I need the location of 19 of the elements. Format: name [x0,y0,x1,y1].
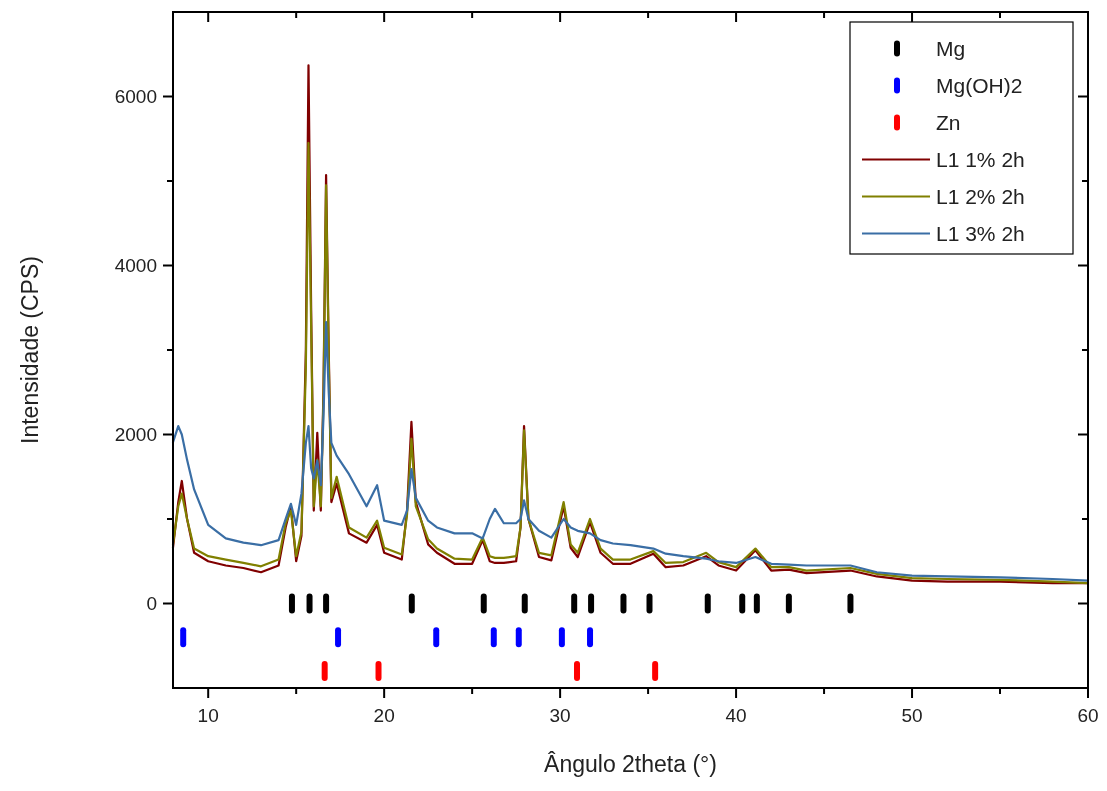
x-tick-label: 30 [549,705,571,726]
legend-label: Mg [936,36,966,60]
y-axis-title: Intensidade (CPS) [17,256,43,444]
x-tick-label: 50 [901,705,923,726]
x-tick-label: 40 [725,705,747,726]
x-tick-label: 60 [1077,705,1099,726]
legend-label: L1 2% 2h [936,184,1025,208]
line-series [171,321,1090,582]
y-tick-label: 0 [146,593,157,615]
legend-label: L1 3% 2h [936,221,1025,245]
x-axis-title: Ângulo 2theta (°) [544,751,717,777]
y-tick-label: 6000 [114,86,157,108]
legend-label: Zn [936,110,961,134]
legend-label: L1 1% 2h [936,147,1025,171]
y-tick-label: 2000 [114,424,157,446]
x-tick-label: 10 [197,705,219,726]
legend-label: Mg(OH)2 [936,73,1023,97]
y-tick-label: 4000 [114,255,157,277]
x-tick-label: 20 [373,705,395,726]
